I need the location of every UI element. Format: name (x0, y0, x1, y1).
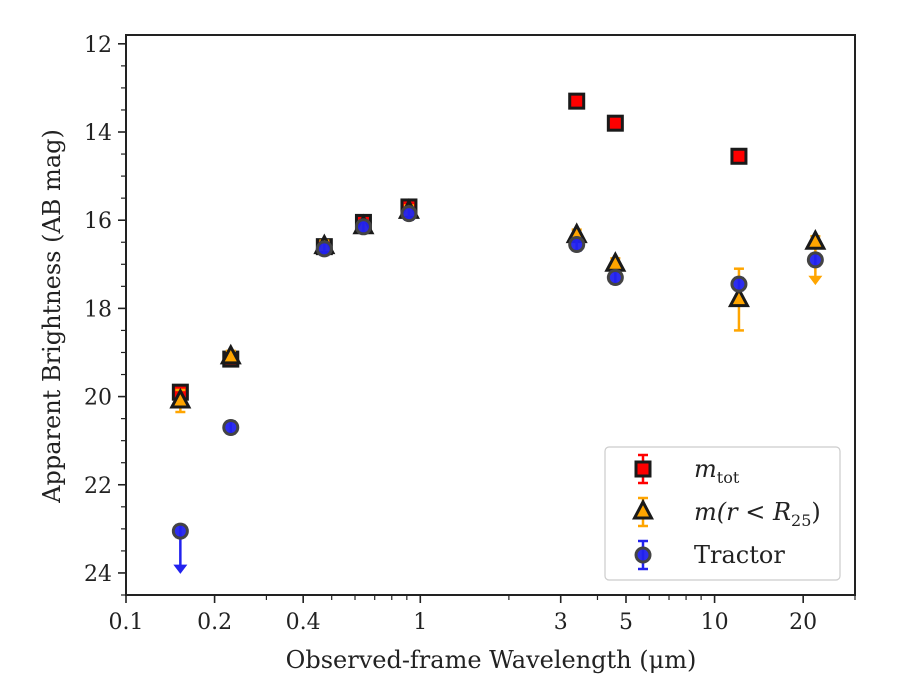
data-point-circle (400, 205, 418, 223)
data-point-square (568, 92, 586, 110)
data-point-circle (222, 418, 240, 436)
data-point-triangle (727, 286, 750, 308)
legend-entry: Tractor (634, 539, 785, 571)
data-point-triangle (219, 343, 242, 365)
plot-frame (125, 34, 856, 596)
y-tick-label: 16 (84, 209, 112, 234)
data-point-triangle (632, 498, 654, 520)
data-point-circle (730, 275, 748, 293)
x-tick-label: 1 (413, 610, 427, 635)
upper-limit-arrowhead (173, 564, 188, 574)
y-tick-label: 22 (84, 474, 112, 499)
series-0 (171, 92, 748, 401)
data-point-triangle (604, 251, 627, 272)
x-tick-label: 0.1 (109, 610, 144, 635)
y-axis-label: Apparent Brightness (AB mag) (38, 129, 66, 504)
x-tick-label: 10 (701, 610, 729, 635)
series-2 (171, 205, 824, 574)
legend-label: mtot (694, 455, 740, 487)
data-point-circle (354, 218, 372, 236)
data-point-circle (634, 546, 652, 564)
data-point-circle (806, 251, 824, 269)
y-tick-label: 20 (84, 386, 112, 411)
data-point-circle (171, 522, 189, 540)
data-point-square (730, 147, 748, 165)
upper-limit-arrowhead (808, 275, 823, 286)
y-tick-label: 12 (84, 33, 112, 58)
x-tick-label: 0.4 (286, 610, 321, 635)
legend-entry: m(r < R25) (632, 496, 821, 530)
legend-entry: mtot (634, 453, 740, 487)
legend: mtot m(r < R25) Tractor (604, 446, 841, 581)
data-point-circle (568, 235, 586, 253)
plot-area (169, 92, 827, 574)
data-point-square (634, 460, 652, 478)
x-axis-label: Observed-frame Wavelength (μm) (286, 646, 697, 674)
x-tick-label: 0.2 (197, 610, 232, 635)
data-point-triangle (804, 229, 827, 250)
axes: 0.1 0.2 0.4 1 3 5 10 20 12 14 16 18 20 22 24 (84, 33, 856, 635)
legend-label: Tractor (694, 541, 785, 569)
data-point-triangle (169, 387, 192, 409)
x-tick-label: 20 (789, 610, 817, 635)
data-point-circle (606, 269, 624, 287)
data-point-circle (315, 240, 333, 258)
y-tick-label: 18 (84, 297, 112, 322)
legend-label: m(r < R25) (694, 498, 821, 530)
y-tick-label: 14 (84, 121, 112, 146)
legend-box (604, 446, 841, 581)
data-point-square (606, 114, 624, 132)
y-tick-label: 24 (84, 562, 112, 587)
x-tick-label: 5 (619, 610, 633, 635)
x-tick-label: 3 (554, 610, 568, 635)
series-1 (169, 198, 827, 414)
